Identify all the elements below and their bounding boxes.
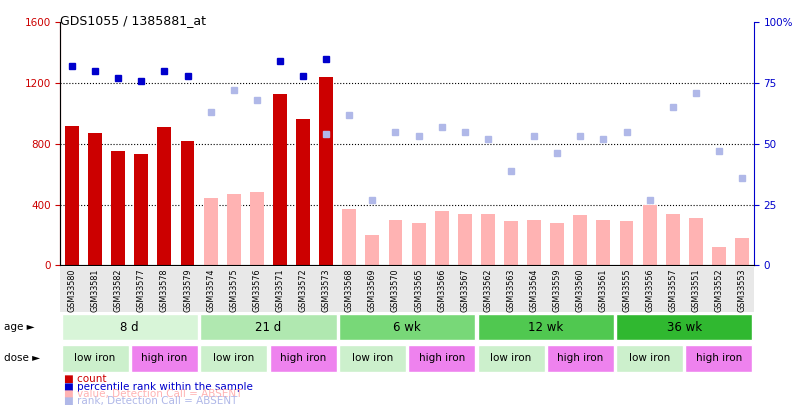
Text: age ►: age ► xyxy=(4,322,35,332)
Text: GSM33573: GSM33573 xyxy=(322,268,330,312)
Bar xyxy=(620,221,634,265)
Text: dose ►: dose ► xyxy=(4,353,40,363)
Bar xyxy=(226,194,241,265)
Text: GSM33563: GSM33563 xyxy=(506,268,516,311)
Text: GSM33579: GSM33579 xyxy=(183,268,192,312)
Text: 8 d: 8 d xyxy=(120,321,139,334)
Text: high iron: high iron xyxy=(557,353,604,363)
Text: GSM33559: GSM33559 xyxy=(553,268,562,312)
Bar xyxy=(200,314,337,340)
Text: GSM33551: GSM33551 xyxy=(692,268,700,312)
Text: GSM33580: GSM33580 xyxy=(68,268,77,311)
Text: low iron: low iron xyxy=(213,353,255,363)
Bar xyxy=(61,345,129,372)
Text: GSM33572: GSM33572 xyxy=(298,268,308,312)
Bar xyxy=(504,221,518,265)
Text: 36 wk: 36 wk xyxy=(667,321,702,334)
Text: low iron: low iron xyxy=(490,353,532,363)
Bar xyxy=(273,94,287,265)
Text: GSM33568: GSM33568 xyxy=(345,268,354,311)
Text: high iron: high iron xyxy=(418,353,465,363)
Text: ■ percentile rank within the sample: ■ percentile rank within the sample xyxy=(64,382,253,392)
Text: GSM33555: GSM33555 xyxy=(622,268,631,312)
Bar xyxy=(339,345,406,372)
Bar xyxy=(477,314,614,340)
Bar xyxy=(204,198,218,265)
Bar xyxy=(269,345,337,372)
Bar xyxy=(712,247,726,265)
Bar xyxy=(388,220,402,265)
Text: GSM33576: GSM33576 xyxy=(252,268,261,312)
Text: 21 d: 21 d xyxy=(256,321,281,334)
Bar xyxy=(573,215,588,265)
Text: GSM33567: GSM33567 xyxy=(460,268,469,312)
Bar xyxy=(111,151,125,265)
Text: ■ value, Detection Call = ABSENT: ■ value, Detection Call = ABSENT xyxy=(64,389,243,399)
Text: GSM33553: GSM33553 xyxy=(737,268,746,312)
Bar xyxy=(319,77,333,265)
Bar xyxy=(550,223,564,265)
Bar xyxy=(181,141,194,265)
Text: low iron: low iron xyxy=(629,353,671,363)
Text: GSM33581: GSM33581 xyxy=(90,268,100,311)
Text: high iron: high iron xyxy=(280,353,326,363)
Bar xyxy=(88,133,102,265)
Text: 12 wk: 12 wk xyxy=(528,321,563,334)
Bar xyxy=(666,214,679,265)
Bar xyxy=(596,220,610,265)
Bar xyxy=(735,238,749,265)
Text: ■ count: ■ count xyxy=(64,374,107,384)
Bar xyxy=(477,345,545,372)
Text: GSM33566: GSM33566 xyxy=(437,268,447,311)
Text: GSM33575: GSM33575 xyxy=(229,268,239,312)
Text: high iron: high iron xyxy=(141,353,188,363)
Text: GSM33571: GSM33571 xyxy=(276,268,285,312)
Bar xyxy=(616,314,753,340)
Bar xyxy=(131,345,198,372)
Bar xyxy=(365,235,380,265)
Bar xyxy=(642,205,657,265)
Text: GSM33565: GSM33565 xyxy=(414,268,423,312)
Text: GSM33578: GSM33578 xyxy=(160,268,169,312)
Text: GSM33556: GSM33556 xyxy=(645,268,654,312)
Text: GSM33564: GSM33564 xyxy=(530,268,538,311)
Text: high iron: high iron xyxy=(696,353,742,363)
Bar xyxy=(61,314,198,340)
Bar xyxy=(434,211,449,265)
Bar xyxy=(339,314,476,340)
Text: GSM33569: GSM33569 xyxy=(368,268,377,312)
Text: low iron: low iron xyxy=(74,353,116,363)
Bar xyxy=(689,218,703,265)
Bar xyxy=(527,220,541,265)
Bar xyxy=(250,192,264,265)
Text: 6 wk: 6 wk xyxy=(393,321,421,334)
Bar xyxy=(135,154,148,265)
Text: GSM33577: GSM33577 xyxy=(137,268,146,312)
Text: GSM33552: GSM33552 xyxy=(714,268,724,312)
Bar xyxy=(296,119,310,265)
Text: GSM33560: GSM33560 xyxy=(575,268,585,311)
Bar xyxy=(343,209,356,265)
Bar xyxy=(481,214,495,265)
Bar xyxy=(157,127,172,265)
Bar xyxy=(546,345,614,372)
Text: GSM33562: GSM33562 xyxy=(484,268,492,312)
Text: ■ rank, Detection Call = ABSENT: ■ rank, Detection Call = ABSENT xyxy=(64,396,238,405)
Bar xyxy=(412,223,426,265)
Bar xyxy=(458,214,472,265)
Text: GSM33574: GSM33574 xyxy=(206,268,215,312)
Bar xyxy=(408,345,476,372)
Text: GSM33582: GSM33582 xyxy=(114,268,123,312)
Text: GDS1055 / 1385881_at: GDS1055 / 1385881_at xyxy=(60,14,206,27)
Text: GSM33557: GSM33557 xyxy=(668,268,677,312)
Bar xyxy=(200,345,268,372)
Bar xyxy=(616,345,683,372)
Text: GSM33561: GSM33561 xyxy=(599,268,608,311)
Text: low iron: low iron xyxy=(351,353,393,363)
Text: GSM33570: GSM33570 xyxy=(391,268,400,312)
Bar xyxy=(685,345,753,372)
Bar xyxy=(65,126,79,265)
